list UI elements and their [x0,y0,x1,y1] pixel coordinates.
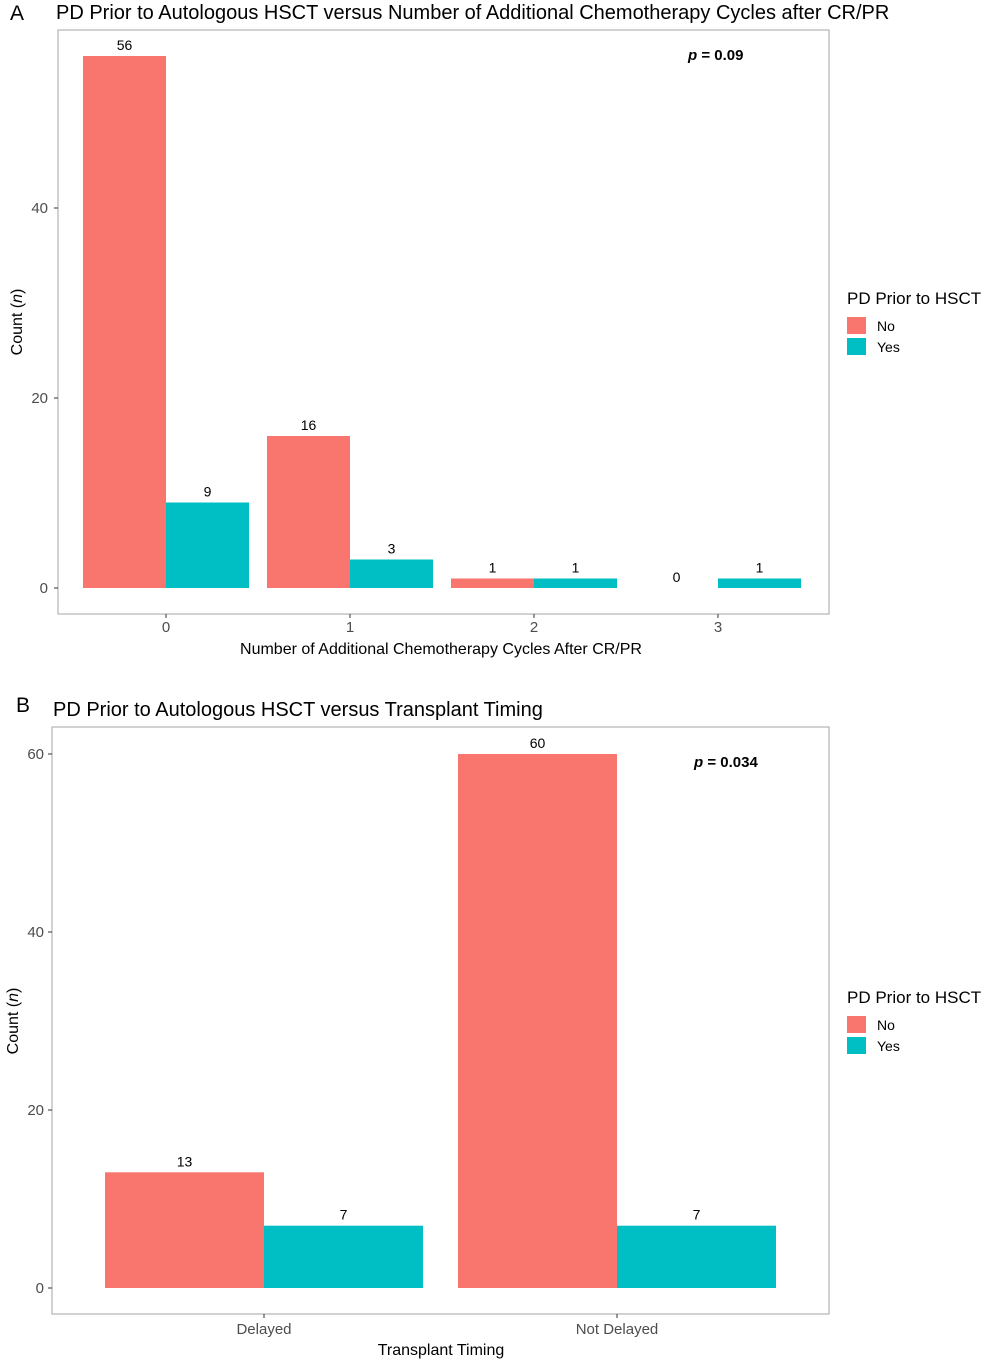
panel-a-y-tick-label: 40 [31,200,48,217]
panel-b-legend-label-no: No [877,1017,895,1033]
panel-a-plot-frame [57,29,830,615]
panel-b-bar-not-delayed-yes [617,1225,776,1288]
panel-b-y-axis: 0 20 40 60 [27,746,52,1297]
panel-b-letter: B [16,694,30,717]
panel-b-data-labels: 13 7 60 7 [177,735,701,1223]
panel-a-y-axis-title: Count (n) [9,289,26,356]
panel-a-x-tick-label: 0 [162,619,170,636]
panel-a-bar-1-yes [350,559,433,588]
panel-a-letter: A [10,2,24,25]
panel-b-y-tick-label: 20 [27,1102,44,1119]
panel-b: B PD Prior to Autologous HSCT versus Tra… [5,694,981,1359]
panel-b-legend-label-yes: Yes [877,1038,900,1054]
panel-b-bar-delayed-yes [264,1225,423,1288]
panel-a-data-label-1-yes: 3 [388,541,396,557]
panel-a-legend-swatch-no [847,317,866,334]
panel-a-y-axis-title-prefix: Count ( [9,302,26,355]
panel-b-title: PD Prior to Autologous HSCT versus Trans… [53,699,543,721]
panel-b-data-label-not-delayed-yes: 7 [693,1207,701,1223]
panel-b-x-axis-title: Transplant Timing [378,1342,505,1359]
panel-b-legend: PD Prior to HSCT No Yes [847,988,981,1054]
panel-b-x-tick-label: Delayed [236,1321,291,1338]
panel-a-bar-2-no [451,578,534,588]
panel-a-title: PD Prior to Autologous HSCT versus Numbe… [56,2,889,24]
panel-a-x-tick-label: 1 [346,619,354,636]
panel-a-y-tick-label: 0 [40,580,48,597]
panel-b-legend-swatch-yes [847,1037,866,1054]
panel-a-x-axis-title: Number of Additional Chemotherapy Cycles… [240,641,642,658]
panel-a-bars [83,56,801,588]
panel-b-legend-swatch-no [847,1016,866,1033]
panel-a-data-label-2-no: 1 [489,560,497,576]
panel-b-y-axis-title-suffix: ) [5,988,22,993]
panel-a-bar-0-no [83,56,166,588]
panel-a-y-axis: 0 20 40 [31,200,58,597]
panel-a-bar-2-yes [534,578,617,588]
panel-b-x-axis: Delayed Not Delayed [236,1314,658,1338]
panel-b-x-tick-label: Not Delayed [576,1321,659,1338]
panel-a-data-label-3-no: 0 [673,569,681,585]
panel-a-bar-1-no [267,436,350,588]
panel-a-legend-title: PD Prior to HSCT [847,289,981,308]
panel-b-y-tick-label: 0 [36,1280,44,1297]
panel-a-p-value-symbol: p [687,47,697,64]
panel-a-y-axis-title-italic: n [9,294,26,303]
panel-b-p-value-text: = 0.034 [703,754,758,771]
panel-b-data-label-not-delayed-no: 60 [530,735,546,751]
panel-a-legend: PD Prior to HSCT No Yes [847,289,981,355]
panel-b-y-tick-label: 40 [27,924,44,941]
panel-b-y-axis-title: Count (n) [5,988,22,1055]
panel-b-bar-delayed-no [105,1172,264,1288]
panel-b-y-axis-title-prefix: Count ( [5,1001,22,1054]
panel-a-p-value-text: = 0.09 [697,47,743,64]
panel-a-p-value: p = 0.09 [687,47,743,64]
panel-b-bars [105,754,776,1288]
panel-b-y-tick-label: 60 [27,746,44,763]
panel-a-bar-0-yes [166,502,249,588]
panel-a-data-label-0-no: 56 [117,37,133,53]
panel-a-x-axis: 0 1 2 3 [162,614,722,636]
panel-a-data-label-0-yes: 9 [204,484,212,500]
panel-b-p-value-symbol: p [693,754,703,771]
panel-a-data-label-1-no: 16 [301,417,317,433]
panel-a-legend-swatch-yes [847,338,866,355]
panel-a-data-label-3-yes: 1 [756,560,764,576]
panel-a-legend-label-no: No [877,318,895,334]
panel-b-p-value: p = 0.034 [693,754,758,771]
panel-a-y-tick-label: 20 [31,390,48,407]
panel-b-data-label-delayed-yes: 7 [340,1207,348,1223]
panel-a-x-tick-label: 3 [714,619,722,636]
panel-a-legend-label-yes: Yes [877,339,900,355]
panel-b-plot-frame [51,726,830,1315]
panel-a: A PD Prior to Autologous HSCT versus Num… [9,2,981,658]
panel-b-legend-title: PD Prior to HSCT [847,988,981,1007]
panel-b-y-axis-title-italic: n [5,993,22,1002]
panel-a-data-label-2-yes: 1 [572,560,580,576]
panel-a-data-labels: 56 9 16 3 1 1 0 1 [117,37,764,585]
panel-b-data-label-delayed-no: 13 [177,1153,193,1169]
panel-a-y-axis-title-suffix: ) [9,289,26,294]
panel-b-bar-not-delayed-no [458,754,617,1288]
panel-a-bar-3-yes [718,578,801,588]
panel-a-x-tick-label: 2 [530,619,538,636]
